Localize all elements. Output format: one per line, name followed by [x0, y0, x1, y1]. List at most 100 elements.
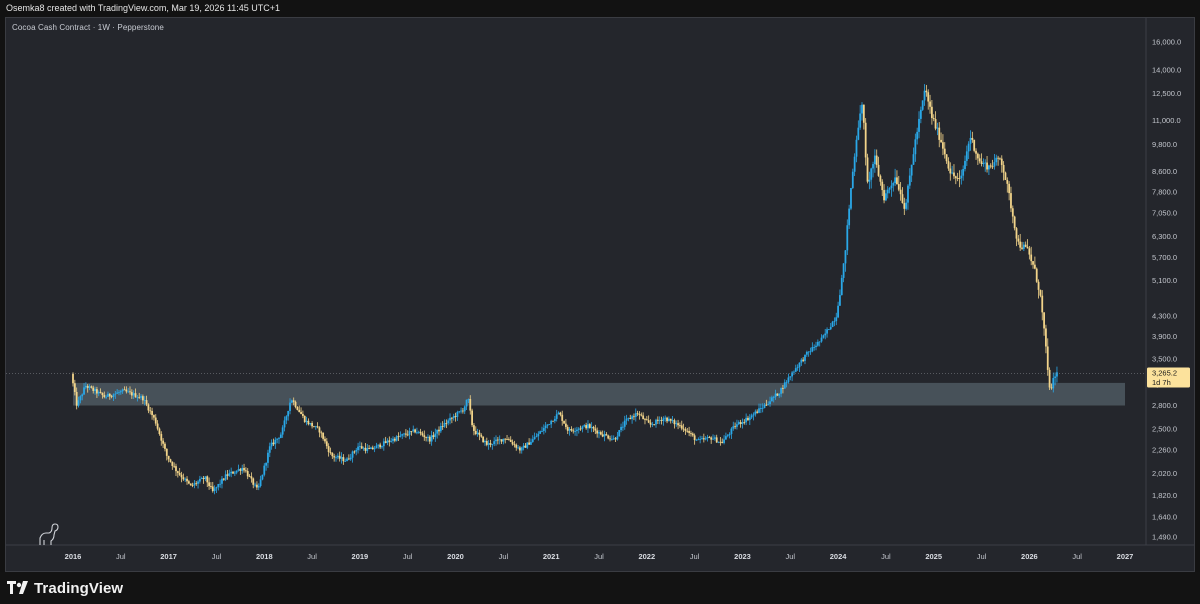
y-tick-label: 6,300.0 [1152, 232, 1177, 241]
candle-body [848, 208, 851, 226]
chart-panel[interactable]: 1,490.0 1,640.0 1,820.0 2,020.0 2,260.0 2,500… [5, 17, 1195, 572]
candle-body [311, 423, 313, 427]
candle-body [445, 422, 448, 424]
candle-body [967, 143, 970, 152]
candle-body [73, 383, 76, 392]
brand[interactable]: TradingView [7, 578, 123, 598]
candle-body [938, 127, 941, 140]
candle-body [393, 438, 396, 441]
time-axis[interactable]: 2016 Jul 2017 Jul 2018 Jul 2019 Jul 2020 Jul 2021 J… [6, 544, 1194, 561]
candle-body [513, 444, 516, 446]
candle-body [211, 486, 214, 492]
symbol-title[interactable]: Cocoa Cash Contract · 1W · Pepperstone [12, 23, 164, 32]
candle-body [923, 90, 926, 101]
candle-body [1035, 268, 1038, 282]
candle-body [136, 397, 139, 399]
candle-body [292, 400, 295, 402]
candle-body [127, 391, 130, 393]
candle-body [671, 420, 674, 422]
candle-body [81, 394, 84, 397]
candle-body [469, 399, 472, 411]
price-axis[interactable]: 1,490.0 1,640.0 1,820.0 2,020.0 2,260.0 2,500… [1145, 18, 1181, 545]
candle-body [156, 423, 159, 429]
candle-body [989, 165, 992, 167]
candle-body [622, 426, 624, 428]
candle-body [165, 448, 168, 456]
candle-body [824, 333, 827, 336]
candle-body [309, 423, 312, 425]
candle-body [903, 203, 906, 209]
candle-body [669, 418, 672, 421]
candle-body [805, 351, 808, 355]
y-tick-label: 3,900.0 [1152, 332, 1177, 341]
candle-body [583, 425, 586, 427]
candle-body [410, 431, 413, 432]
candle-body [219, 483, 222, 485]
candle-body [364, 447, 367, 451]
candle-body [302, 414, 304, 416]
candle-body [770, 397, 773, 402]
candle-body [97, 391, 100, 394]
candle-body [645, 419, 648, 421]
candle-body [930, 106, 933, 119]
candle-body [272, 442, 275, 445]
candle-body [279, 434, 282, 438]
candle-body [730, 428, 733, 435]
candle-body [712, 438, 714, 440]
chart-canvas[interactable]: 1,490.0 1,640.0 1,820.0 2,020.0 2,260.0 2,500… [6, 18, 1194, 571]
candle-body [1000, 158, 1003, 165]
candle-body [675, 423, 678, 425]
candle-body [759, 408, 762, 409]
candle-body [101, 392, 104, 396]
candle-body [864, 122, 867, 158]
candle-body [428, 436, 431, 442]
candle-body [765, 404, 768, 406]
support-zone [73, 382, 1125, 406]
candle-body [1037, 281, 1040, 290]
y-tick-label: 9,800.0 [1152, 140, 1177, 149]
candle-body [263, 465, 266, 475]
candle-body [1056, 372, 1058, 377]
candle-body [406, 434, 409, 436]
candle-body [585, 425, 588, 429]
candle-body [134, 393, 137, 398]
candle-body [625, 418, 628, 421]
y-tick-label: 12,500.0 [1152, 89, 1181, 98]
candle-body [835, 317, 838, 322]
x-tick-label: Jul [977, 552, 987, 561]
candle-body [587, 424, 589, 429]
candle-body [736, 424, 738, 427]
candle-body [907, 185, 909, 203]
candle-body [653, 424, 656, 426]
candle-body [441, 426, 444, 427]
candle-body [145, 400, 148, 405]
candle-body [820, 337, 823, 342]
x-tick-label: 2024 [830, 552, 848, 561]
candle-body [151, 411, 153, 416]
candle-body [846, 225, 849, 251]
candle-body [747, 417, 749, 421]
candle-body [710, 437, 713, 440]
candle-body [496, 439, 499, 441]
candle-body [634, 413, 637, 417]
candle-body [370, 447, 372, 449]
candle-body [642, 415, 645, 420]
candle-body [1006, 180, 1009, 184]
candle-body [199, 478, 201, 482]
candle-body [919, 109, 922, 119]
x-tick-label: Jul [690, 552, 700, 561]
candle-body [918, 118, 920, 132]
candle-body [463, 406, 466, 412]
candle-body [609, 438, 611, 440]
candle-body [72, 373, 74, 384]
candle-body [397, 436, 400, 438]
candle-body [458, 411, 461, 413]
candle-body [1024, 244, 1027, 247]
candle-body [873, 155, 876, 165]
candle-body [552, 420, 554, 422]
candle-body [261, 474, 264, 480]
candle-body [737, 422, 740, 425]
candle-body [647, 420, 650, 423]
x-tick-label: Jul [786, 552, 796, 561]
candle-body [138, 397, 141, 399]
